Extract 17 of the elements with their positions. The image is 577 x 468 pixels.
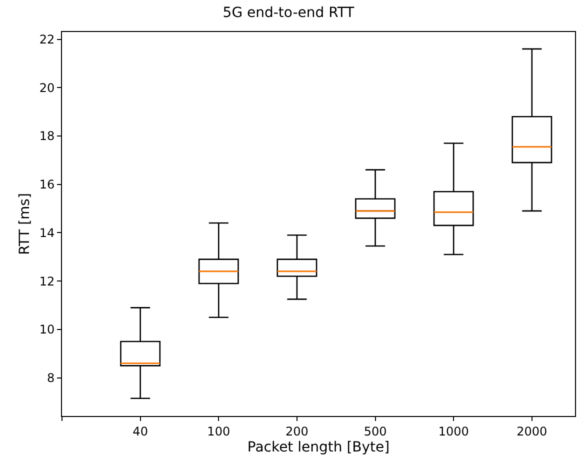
y-tick-label: 22: [39, 32, 55, 46]
x-tick-label: 40: [132, 424, 148, 438]
y-tick-label: 8: [46, 370, 55, 385]
chart-title: 5G end-to-end RTT: [222, 4, 355, 21]
y-tick-label: 20: [39, 80, 55, 95]
y-tick-label: 12: [39, 274, 55, 288]
x-tick-label: 200: [286, 424, 308, 438]
x-tick-label: 100: [207, 424, 230, 438]
y-tick-label: 18: [39, 129, 55, 144]
y-tick-label: 16: [39, 178, 55, 192]
y-tick-label: 10: [39, 322, 55, 337]
x-tick-label: 500: [364, 424, 387, 438]
x-tick-label: 2000: [516, 424, 548, 438]
x-axis-title: Packet length [Byte]: [247, 440, 390, 456]
y-tick-label: 14: [39, 226, 55, 240]
y-axis-title: RTT [ms]: [16, 193, 33, 255]
x-tick-label: 1000: [438, 424, 469, 438]
